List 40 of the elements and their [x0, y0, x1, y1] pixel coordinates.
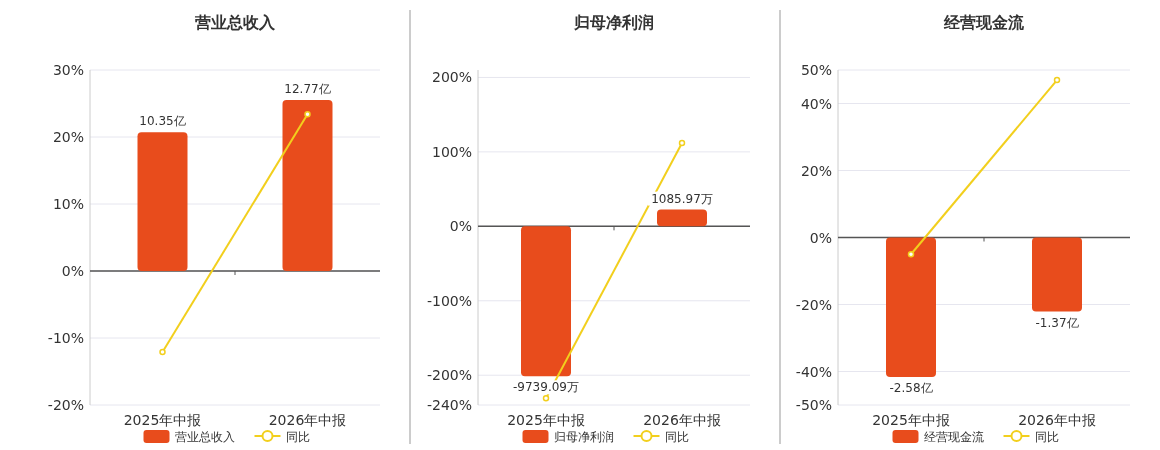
y-tick-label: 100%: [431, 143, 472, 160]
y-tick-label: 20%: [52, 129, 84, 145]
y-tick-label: -50%: [795, 397, 832, 413]
y-tick-label: -40%: [795, 363, 832, 380]
legend-label: 归母净利润: [553, 430, 614, 444]
y-tick-label: -240%: [426, 397, 472, 413]
x-tick-label: 2026年中报: [1018, 412, 1096, 428]
data-label: 12.77亿: [284, 81, 331, 96]
data-label: -9739.09万: [513, 380, 579, 395]
y-tick-label: 20%: [800, 162, 832, 179]
x-tick-label: 2025年中报: [507, 412, 585, 428]
x-tick-label: 2026年中报: [643, 412, 721, 428]
legend-label: 同比: [664, 430, 689, 444]
legend-label: 经营现金流: [923, 430, 984, 444]
y-tick-label: 40%: [800, 95, 832, 112]
legend-label: 营业总收入: [174, 430, 235, 444]
legend-label: 同比: [1034, 430, 1059, 444]
y-tick-label: 10%: [52, 196, 84, 212]
y-tick-label: -20%: [47, 397, 84, 413]
chart-title: 营业总收入: [194, 13, 276, 32]
y-tick-label: -200%: [426, 367, 472, 384]
y-tick-label: -20%: [795, 296, 832, 313]
data-label: -2.58亿: [889, 380, 933, 395]
y-tick-label: 0%: [449, 218, 472, 235]
y-tick-label: 200%: [431, 69, 472, 86]
y-tick-label: 50%: [800, 62, 832, 78]
y-tick-label: 0%: [61, 263, 84, 279]
y-tick-label: -10%: [47, 330, 84, 346]
data-label: 10.35亿: [139, 114, 186, 129]
chart-title: 归母净利润: [573, 13, 654, 32]
data-label: -1.37亿: [1035, 315, 1079, 330]
y-tick-label: 30%: [52, 62, 84, 78]
x-tick-label: 2026年中报: [268, 412, 347, 428]
y-tick-label: -100%: [426, 292, 472, 309]
data-label: 1085.97万: [651, 191, 713, 206]
legend-label: 同比: [285, 430, 310, 444]
x-tick-label: 2025年中报: [123, 412, 202, 428]
y-tick-label: 0%: [809, 229, 832, 246]
chart-title: 经营现金流: [943, 13, 1025, 32]
x-tick-label: 2025年中报: [872, 412, 950, 428]
